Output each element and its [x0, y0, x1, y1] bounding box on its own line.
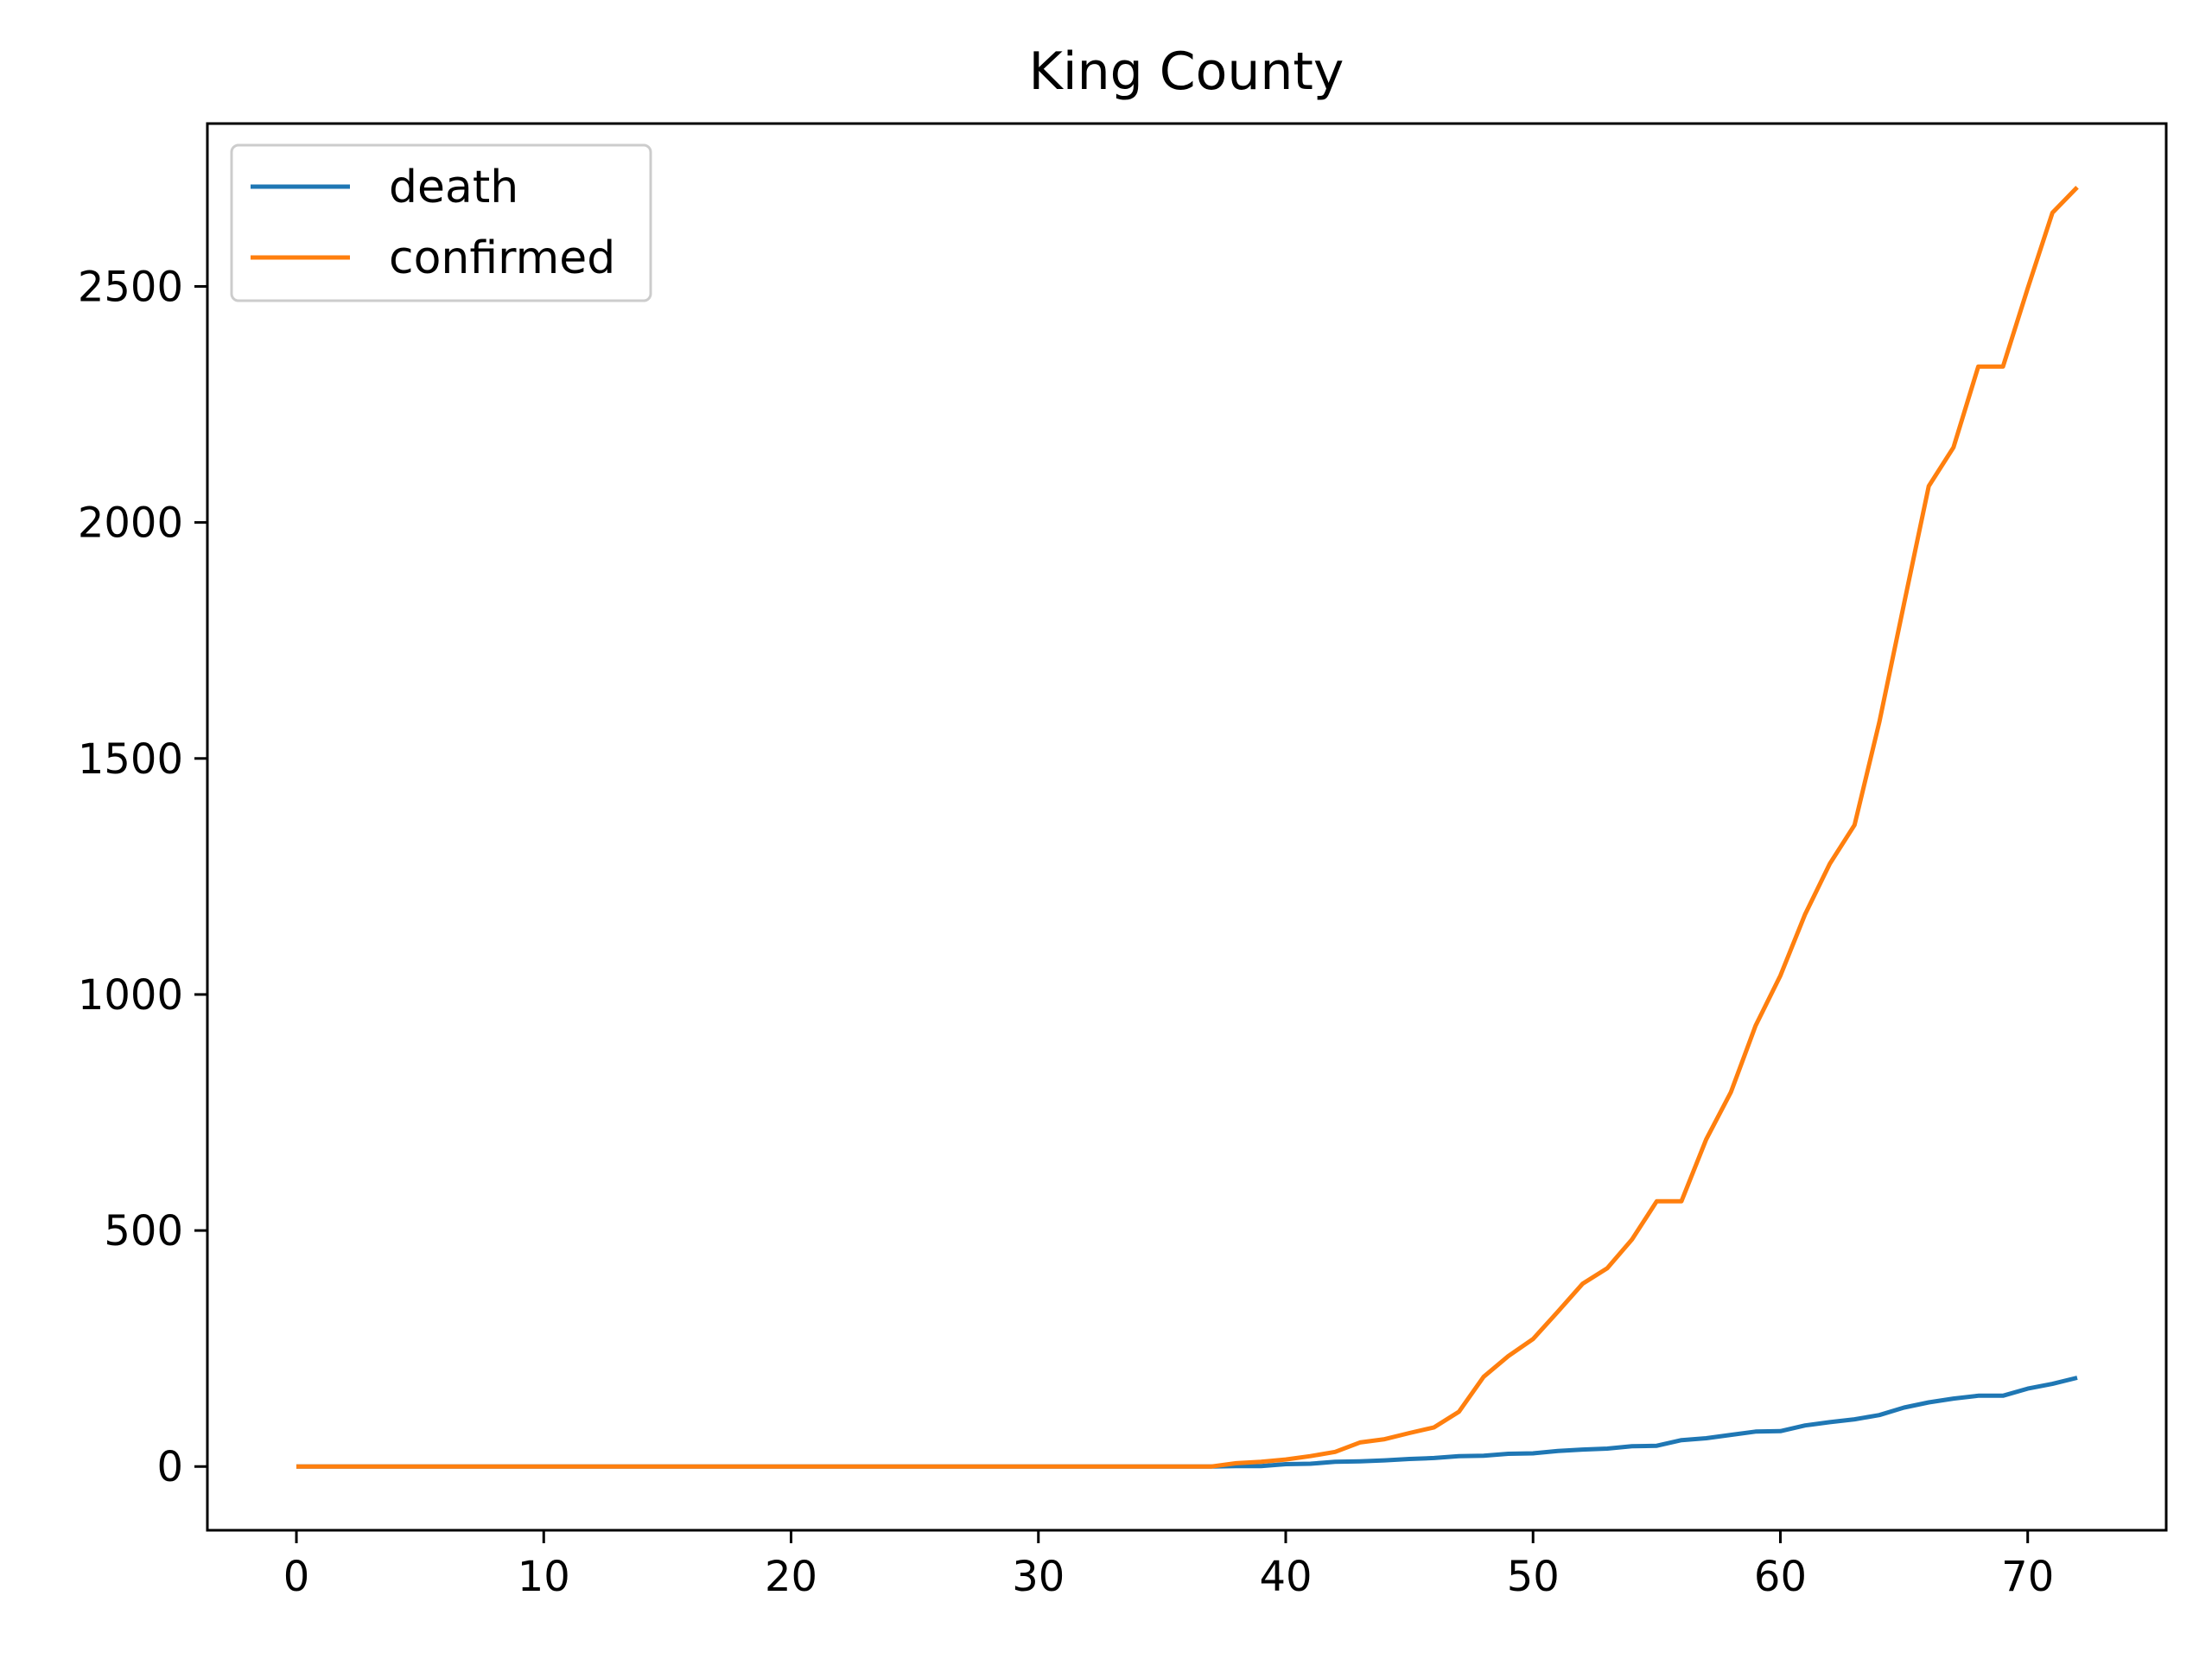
y-tick-label: 2000	[78, 499, 183, 548]
legend-label-death: death	[389, 162, 518, 213]
legend-box	[230, 143, 652, 302]
y-axis: 0 500 1000 1500 2000 2500	[78, 263, 207, 1491]
x-tick-label: 20	[765, 1553, 817, 1601]
x-tick-label: 50	[1507, 1553, 1560, 1601]
y-tick-label: 0	[156, 1443, 183, 1491]
legend-label-confirmed: confirmed	[389, 232, 615, 284]
x-tick-label: 40	[1259, 1553, 1312, 1601]
plot-lines	[296, 186, 2079, 1469]
y-tick-label: 1000	[78, 971, 183, 1020]
series-line-confirmed	[296, 186, 2079, 1469]
legend: death confirmed	[230, 143, 652, 302]
plot-frame	[206, 122, 2168, 1532]
x-tick-label: 60	[1754, 1553, 1807, 1601]
x-axis: 0 10 20 30 40 50 60 70	[283, 1530, 2054, 1601]
chart-title: King County	[1029, 41, 1344, 102]
x-tick-label: 70	[2001, 1553, 2054, 1601]
series-line-death	[296, 1376, 2078, 1469]
y-tick-label: 1500	[78, 735, 183, 784]
y-tick-label: 500	[104, 1207, 183, 1255]
x-tick-label: 10	[518, 1553, 570, 1601]
y-tick-label: 2500	[78, 263, 183, 311]
x-tick-label: 0	[283, 1553, 310, 1601]
x-tick-label: 30	[1012, 1553, 1065, 1601]
